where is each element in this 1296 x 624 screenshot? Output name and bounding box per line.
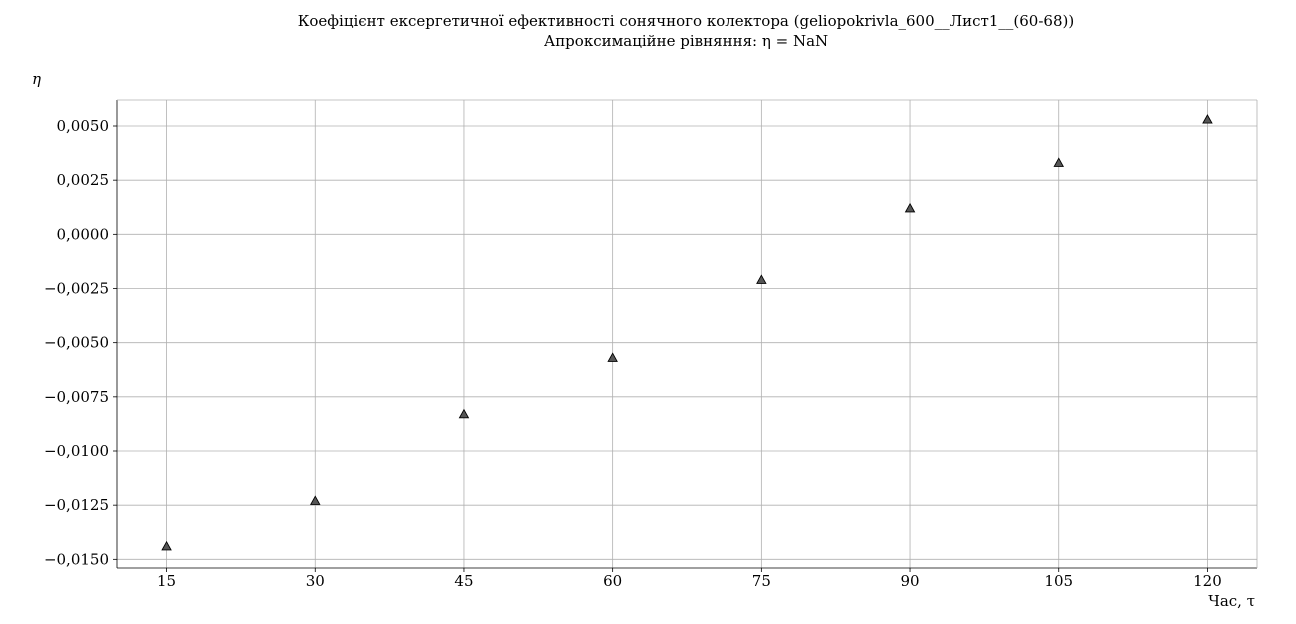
- data-point: [1202, 114, 1213, 124]
- chart-title: Коефіцієнт ексергетичної ефективності со…: [298, 12, 1074, 30]
- x-tick-label: 45: [454, 572, 473, 590]
- x-tick-label: 60: [603, 572, 622, 590]
- y-tick-label: 0,0050: [57, 117, 110, 135]
- x-tick-label: 120: [1193, 572, 1222, 590]
- data-point: [309, 495, 321, 505]
- chart-subtitle: Апроксимаційне рівняння: η = NaN: [544, 32, 828, 50]
- data-point: [756, 274, 767, 284]
- y-tick-label: −0,0125: [44, 496, 109, 514]
- data-point: [607, 352, 618, 362]
- data-point: [904, 202, 916, 213]
- y-axis: −0,0150 −0,0125 −0,0100 −0,0075 −0,0050 −0,00…: [44, 117, 117, 568]
- x-axis-label: Час, τ: [1208, 592, 1255, 610]
- x-tick-label: 90: [900, 572, 919, 590]
- y-tick-label: −0,0050: [44, 334, 109, 352]
- x-axis: 15 30 45 60 75 90 105 120: [157, 568, 1222, 590]
- x-tick-label: 15: [157, 572, 176, 590]
- y-axis-label: η: [32, 70, 41, 88]
- y-tick-label: −0,0150: [44, 550, 109, 568]
- y-tick-label: 0,0025: [57, 171, 110, 189]
- y-tick-label: −0,0025: [44, 280, 109, 298]
- y-tick-label: −0,0075: [44, 388, 109, 406]
- data-point: [458, 408, 470, 419]
- y-tick-label: −0,0100: [44, 442, 109, 460]
- x-tick-label: 75: [752, 572, 771, 590]
- x-tick-label: 30: [306, 572, 325, 590]
- x-tick-label: 105: [1044, 572, 1073, 590]
- grid: [117, 100, 1257, 568]
- data-point: [1053, 157, 1065, 167]
- axes-spines: [116, 99, 1258, 569]
- data-points: [161, 114, 1213, 551]
- y-tick-label: 0,0000: [57, 225, 110, 243]
- data-point: [161, 540, 172, 551]
